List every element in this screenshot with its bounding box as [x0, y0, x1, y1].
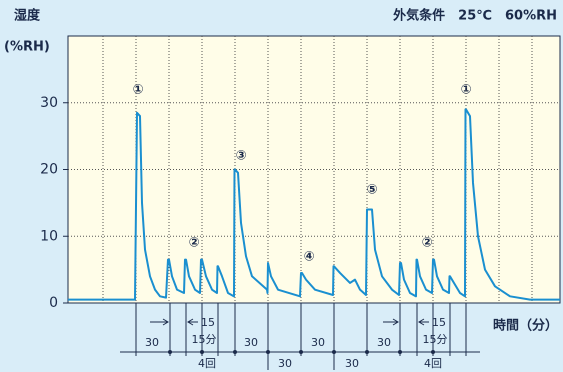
- interval-label: 4回: [424, 357, 442, 370]
- y-axis-unit: (%RH): [4, 40, 50, 55]
- y-tick-label: 10: [40, 228, 58, 244]
- x-axis-label: 時間（分）: [493, 318, 558, 334]
- interval-label: 15: [432, 316, 446, 329]
- divider-lines: [120, 303, 480, 370]
- y-tick-label: 30: [40, 95, 58, 111]
- peak-label: ④: [303, 250, 314, 265]
- interval-label: 15: [201, 316, 215, 329]
- peak-label: ③: [235, 149, 246, 164]
- interval-label: 30: [311, 336, 325, 349]
- interval-label: 30: [377, 336, 391, 349]
- divider-dots: [168, 350, 435, 354]
- peak-label: ①: [132, 83, 143, 98]
- interval-label: 30: [278, 357, 292, 370]
- interval-label: 30: [345, 357, 359, 370]
- peak-label: ⑤: [366, 183, 377, 198]
- interval-annotations: 30 15 15分 4回 30 30 30 30 30 15 15分 4回: [120, 303, 480, 370]
- condition: 外気条件 25℃ 60%RH: [392, 8, 557, 24]
- y-tick-label: 0: [49, 295, 58, 311]
- interval-label: 30: [244, 336, 258, 349]
- data-line: [68, 108, 560, 301]
- y-tick-label: 20: [40, 162, 58, 178]
- interval-label: 30: [145, 336, 159, 349]
- y-axis-label: 湿度: [14, 8, 41, 24]
- interval-label: 15分: [423, 333, 448, 346]
- peak-label: ②: [421, 236, 432, 251]
- interval-label: 4回: [198, 357, 216, 370]
- peak-label: ②: [188, 236, 199, 251]
- interval-label: 15分: [192, 333, 217, 346]
